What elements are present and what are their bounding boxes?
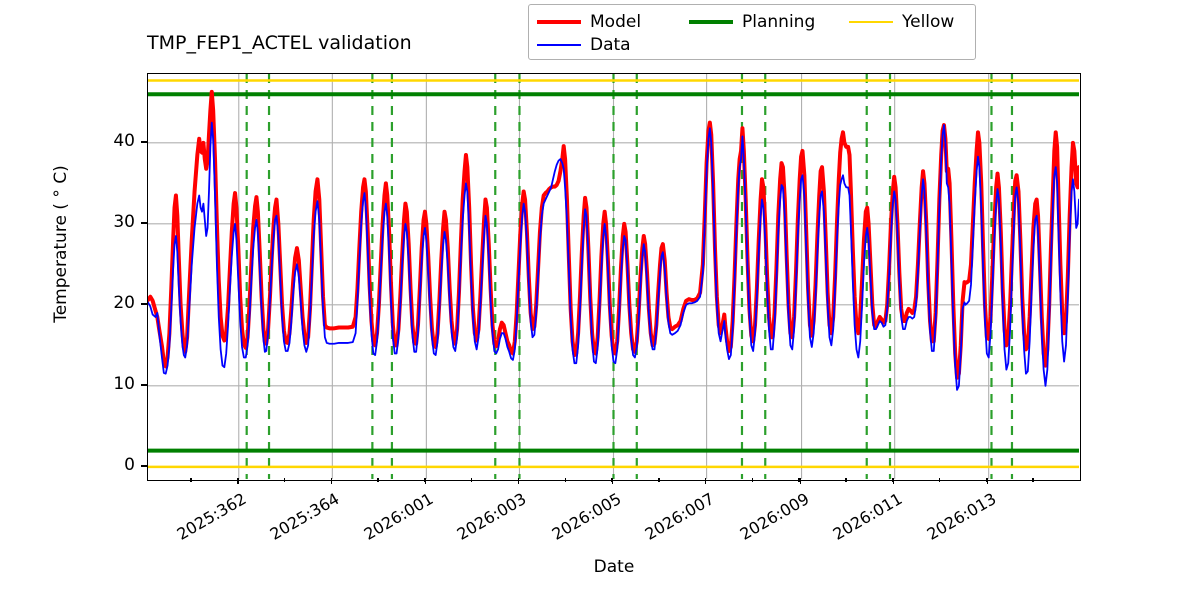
- y-tick-label-0: 0: [124, 454, 135, 475]
- legend-label-data: Data: [590, 34, 631, 55]
- x-axis-label: Date: [593, 557, 635, 577]
- y-tick-mark-4: [141, 141, 147, 143]
- legend-swatch-planning: [689, 19, 733, 24]
- x-tick-mark-minor: [564, 478, 566, 482]
- x-tick-mark-minor: [938, 478, 941, 482]
- y-tick-label-3: 30: [113, 211, 135, 232]
- x-tick-mark-minor: [424, 478, 426, 482]
- data-series-lines: [148, 89, 1079, 391]
- plot-area: [147, 73, 1081, 481]
- legend-label-model: Model: [590, 11, 642, 32]
- series-line-data: [148, 121, 1079, 391]
- plot-svg: [148, 74, 1079, 479]
- y-tick-label-4: 40: [113, 130, 135, 151]
- legend-row-1: Model Planning Yellow: [537, 10, 967, 33]
- y-tick-mark-3: [141, 222, 147, 224]
- x-tick-mark-7: [892, 478, 895, 484]
- x-tick-mark-minor: [470, 478, 473, 482]
- x-tick-label-2: 2026:001: [360, 489, 437, 544]
- x-tick-label-6: 2026:009: [736, 489, 813, 544]
- legend-entry-model[interactable]: Model: [537, 10, 689, 33]
- x-tick-label-5: 2026:007: [641, 489, 718, 544]
- x-tick-mark-minor: [985, 478, 988, 482]
- y-axis-label: Temperature ( ° C): [51, 165, 71, 323]
- event-marker-lines: [245, 74, 1014, 479]
- legend-row-2: Data: [537, 33, 967, 56]
- x-tick-label-0: 2025:362: [173, 489, 250, 544]
- legend-entry-yellow[interactable]: Yellow: [849, 10, 954, 33]
- x-tick-mark-1: [330, 478, 333, 484]
- y-tick-label-2: 20: [113, 292, 135, 313]
- y-tick-mark-2: [141, 303, 147, 305]
- x-tick-label-4: 2026:005: [548, 489, 624, 544]
- legend-label-planning: Planning: [742, 11, 816, 32]
- x-tick-mark-minor: [377, 478, 379, 482]
- limit-lines: [148, 79, 1079, 469]
- x-tick-label-3: 2026:003: [454, 489, 530, 544]
- x-tick-mark-0: [237, 478, 239, 484]
- x-tick-mark-8: [986, 478, 989, 484]
- legend-swatch-model: [537, 19, 581, 24]
- x-tick-mark-minor: [283, 478, 286, 482]
- chart-legend: Model Planning Yellow Data: [528, 4, 976, 60]
- chart-title: TMP_FEP1_ACTEL validation: [147, 32, 412, 54]
- y-tick-label-1: 10: [113, 373, 135, 394]
- x-tick-mark-minor: [798, 478, 800, 482]
- x-tick-mark-minor: [1032, 478, 1034, 482]
- x-tick-mark-minor: [658, 478, 660, 482]
- x-tick-label-1: 2025:364: [266, 489, 343, 544]
- x-tick-mark-minor: [845, 478, 847, 482]
- x-tick-label-7: 2026:011: [829, 489, 906, 544]
- x-tick-label-8: 2026:013: [923, 489, 1000, 544]
- legend-entry-data[interactable]: Data: [537, 33, 689, 56]
- x-tick-mark-minor: [891, 478, 894, 482]
- legend-swatch-yellow: [849, 20, 893, 23]
- x-tick-mark-5: [704, 478, 707, 484]
- x-tick-mark-3: [517, 478, 520, 484]
- y-tick-mark-1: [141, 384, 147, 386]
- x-tick-mark-minor: [751, 478, 754, 482]
- x-tick-mark-6: [799, 478, 802, 484]
- x-tick-mark-minor: [190, 478, 192, 482]
- legend-swatch-data: [537, 43, 581, 46]
- x-tick-mark-minor: [611, 478, 613, 482]
- legend-label-yellow: Yellow: [902, 11, 955, 32]
- legend-entry-planning[interactable]: Planning: [689, 10, 849, 33]
- y-tick-mark-0: [141, 465, 147, 467]
